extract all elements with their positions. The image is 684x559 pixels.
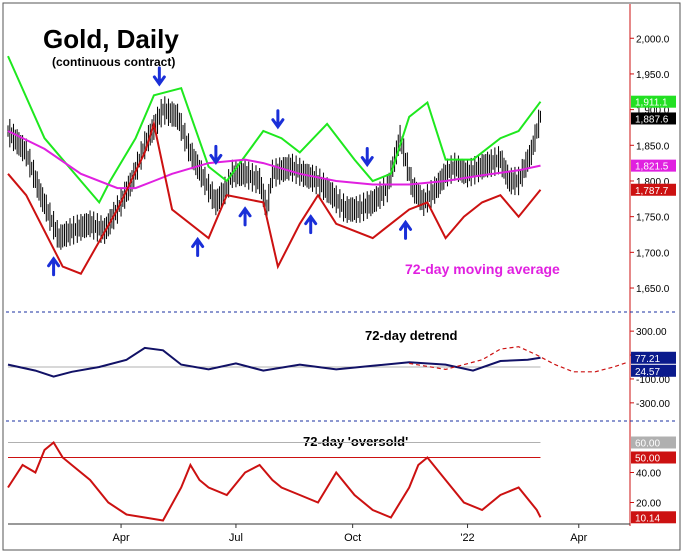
price-last-value-badge: [631, 112, 676, 125]
projected-cycle-line: [409, 346, 629, 373]
detrend-last-value-label: 24.57: [635, 367, 660, 378]
cycle-high-arrow-icon: [152, 66, 166, 87]
time-axis-label: Apr: [570, 532, 587, 544]
price-axis-tick-label: 1,700.0: [636, 248, 670, 259]
price-last-value-badge: [631, 183, 676, 196]
price-axis-tick-label: 2,000.0: [636, 34, 670, 45]
price-axis-tick-label: 1,850.0: [636, 141, 670, 152]
reference-line-badge: [631, 436, 676, 449]
price-last-value-label: 1,787.7: [635, 186, 669, 197]
time-axis-label: Oct: [344, 532, 361, 544]
cycle-high-arrow-icon: [271, 109, 285, 130]
price-axis-tick-label: 1,800.0: [636, 177, 670, 188]
72-day-moving-average-line: [7, 130, 541, 190]
detrend-axis-tick-label: 300.00: [636, 327, 667, 338]
cycle-low-arrow-icon: [304, 214, 318, 235]
price-axis-tick-label: 1,650.0: [636, 284, 670, 295]
reference-line-label: 50.00: [635, 454, 660, 465]
cycle-low-arrow-icon: [399, 219, 413, 240]
cycle-low-arrow-icon: [47, 256, 61, 277]
cycle-low-arrow-icon: [191, 236, 205, 258]
oversold-last-value-label: 10.14: [635, 513, 660, 524]
moving-average-annotation: 72-day moving average: [405, 261, 560, 277]
oversold-panel-title: 72-day 'oversold': [303, 434, 408, 449]
oversold-axis-tick-label: 40.00: [636, 469, 661, 480]
reference-line-badge: [631, 451, 676, 464]
chart-subtitle: (continuous contract): [52, 55, 175, 69]
detrend-last-value-label: 77.21: [635, 354, 660, 365]
time-axis-label: Jul: [229, 532, 243, 544]
cycle-high-arrow-icon: [360, 147, 374, 168]
price-last-value-badge: [631, 159, 676, 172]
price-axis-tick-label: 1,950.0: [636, 70, 670, 81]
detrend-last-value-badge: [631, 364, 676, 377]
price-last-value-label: 1,887.6: [635, 114, 669, 125]
price-last-value-label: 1,821.5: [635, 162, 669, 173]
reference-line-label: 60.00: [635, 439, 660, 450]
time-axis-label: '22: [460, 532, 474, 544]
oversold-line: [7, 440, 542, 522]
chart-border: [2, 2, 681, 551]
cycle-high-arrow-icon: [209, 144, 223, 165]
price-axis-tick-label: 1,900.0: [636, 106, 670, 117]
cycle-low-arrow-icon: [238, 206, 252, 227]
detrend-panel-title: 72-day detrend: [365, 328, 458, 343]
price-last-value-badge: [631, 95, 676, 108]
oversold-last-value-badge: [631, 511, 676, 524]
price-last-value-label: 1,911.1: [635, 98, 668, 109]
detrend-last-value-badge: [631, 351, 676, 364]
price-axis-tick-label: 1,750.0: [636, 213, 670, 224]
detrend-axis-tick-label: -300.00: [636, 399, 670, 410]
time-axis-label: Apr: [112, 532, 129, 544]
oversold-axis-tick-label: 20.00: [636, 499, 661, 510]
lower-envelope-line: [7, 120, 542, 275]
detrend-axis-tick-label: -100.00: [636, 375, 670, 386]
chart-title: Gold, Daily: [43, 24, 179, 54]
detrend-line: [7, 346, 541, 378]
